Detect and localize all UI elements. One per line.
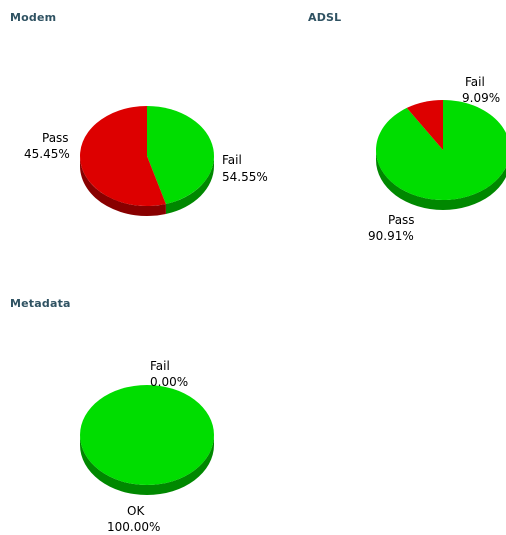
metadata-slice-ok-side xyxy=(80,435,214,495)
modem-slice-pass-side xyxy=(165,156,214,214)
metadata-ok-value: 100.00% xyxy=(107,520,160,534)
metadata-fail-label: Fail xyxy=(150,359,170,373)
metadata-pie-chart: Fail 0.00% OK 100.00% xyxy=(80,359,214,534)
metadata-ok-label: OK xyxy=(127,504,145,518)
modem-fail-label: Fail xyxy=(222,153,242,167)
adsl-fail-value: 9.09% xyxy=(462,91,500,105)
adsl-pass-value: 90.91% xyxy=(368,229,414,243)
adsl-fail-label: Fail xyxy=(465,75,485,89)
modem-slice-fail-side xyxy=(80,156,166,216)
modem-slice-fail xyxy=(80,106,166,206)
modem-chart-panel: Modem Pass 45.45% Fail 54.55% xyxy=(0,0,268,230)
metadata-chart-title: Metadata xyxy=(10,297,71,310)
adsl-slice-fail xyxy=(406,100,443,150)
adsl-pass-label: Pass xyxy=(388,213,415,227)
metadata-fail-value: 0.00% xyxy=(150,375,188,389)
adsl-chart-panel: ADSL Fail 9.09% Pass 90.91% xyxy=(290,0,506,250)
adsl-chart-title: ADSL xyxy=(308,11,342,24)
modem-fail-value: 54.55% xyxy=(222,170,268,184)
adsl-pie-chart: Fail 9.09% Pass 90.91% xyxy=(368,75,506,243)
metadata-chart-panel: Metadata Fail 0.00% OK 100.00% xyxy=(0,290,260,535)
modem-pass-label: Pass xyxy=(42,131,69,145)
adsl-slice-pass xyxy=(376,100,506,200)
modem-slice-pass xyxy=(147,106,215,204)
modem-chart-title: Modem xyxy=(10,11,57,24)
adsl-slice-pass-side xyxy=(376,150,506,210)
modem-pass-value: 45.45% xyxy=(24,147,70,161)
metadata-slice-ok xyxy=(80,385,214,485)
modem-pie-chart: Pass 45.45% Fail 54.55% xyxy=(24,106,268,216)
